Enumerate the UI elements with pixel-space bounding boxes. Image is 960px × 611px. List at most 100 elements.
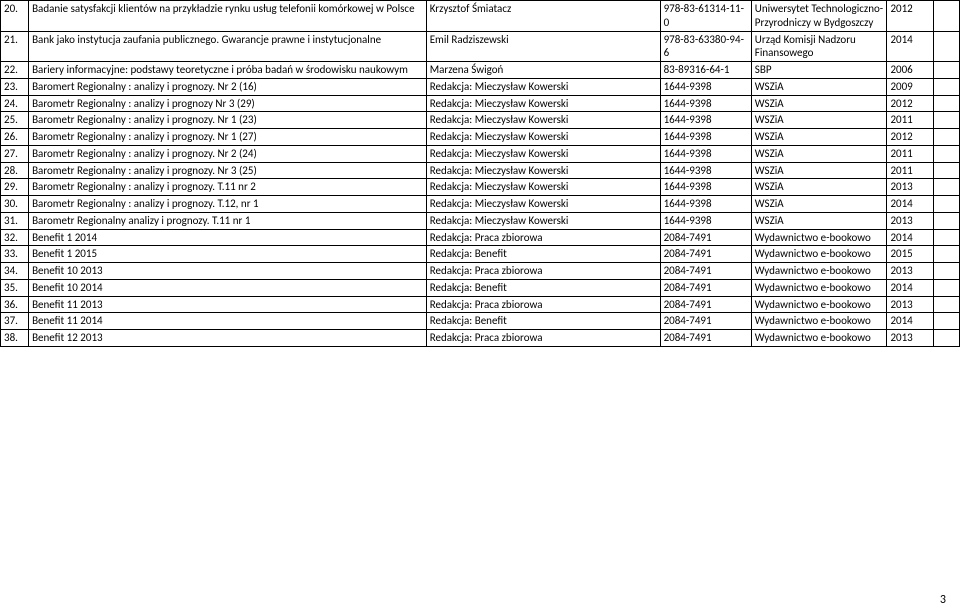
row-title: Baromert Regionalny : analizy i prognozy… bbox=[29, 78, 427, 95]
row-extra bbox=[934, 62, 960, 79]
row-extra bbox=[934, 263, 960, 280]
row-publisher: Wydawnictwo e-bookowo bbox=[751, 296, 887, 313]
table-row: 35.Benefit 10 2014Redakcja: Benefit2084-… bbox=[1, 279, 960, 296]
row-year: 2013 bbox=[887, 330, 934, 347]
row-extra bbox=[934, 296, 960, 313]
row-title: Barometr Regionalny : analizy i prognozy… bbox=[29, 129, 427, 146]
table-row: 27.Barometr Regionalny : analizy i progn… bbox=[1, 145, 960, 162]
row-isbn: 1644-9398 bbox=[660, 196, 751, 213]
row-isbn: 2084-7491 bbox=[660, 279, 751, 296]
row-publisher: WSZiA bbox=[751, 129, 887, 146]
row-extra bbox=[934, 1, 960, 32]
row-isbn: 2084-7491 bbox=[660, 330, 751, 347]
row-title: Benefit 11 2013 bbox=[29, 296, 427, 313]
row-author: Redakcja: Praca zbiorowa bbox=[426, 330, 660, 347]
row-year: 2014 bbox=[887, 313, 934, 330]
row-title: Barometr Regionalny : analizy i prognozy… bbox=[29, 112, 427, 129]
row-isbn: 1644-9398 bbox=[660, 179, 751, 196]
row-isbn: 1644-9398 bbox=[660, 145, 751, 162]
row-author: Redakcja: Benefit bbox=[426, 313, 660, 330]
row-author: Redakcja: Mieczysław Kowerski bbox=[426, 112, 660, 129]
table-row: 23.Baromert Regionalny : analizy i progn… bbox=[1, 78, 960, 95]
row-extra bbox=[934, 196, 960, 213]
row-publisher: Urząd Komisji Nadzoru Finansowego bbox=[751, 31, 887, 62]
row-number: 38. bbox=[1, 330, 29, 347]
row-number: 28. bbox=[1, 162, 29, 179]
row-author: Redakcja: Mieczysław Kowerski bbox=[426, 95, 660, 112]
table-row: 36.Benefit 11 2013Redakcja: Praca zbioro… bbox=[1, 296, 960, 313]
row-author: Emil Radziszewski bbox=[426, 31, 660, 62]
row-author: Redakcja: Mieczysław Kowerski bbox=[426, 196, 660, 213]
row-publisher: WSZiA bbox=[751, 112, 887, 129]
table-row: 30.Barometr Regionalny : analizy i progn… bbox=[1, 196, 960, 213]
row-year: 2012 bbox=[887, 1, 934, 32]
table-row: 24.Barometr Regionalny : analizy i progn… bbox=[1, 95, 960, 112]
row-year: 2013 bbox=[887, 179, 934, 196]
row-year: 2013 bbox=[887, 263, 934, 280]
row-year: 2014 bbox=[887, 279, 934, 296]
table-row: 34.Benefit 10 2013Redakcja: Praca zbioro… bbox=[1, 263, 960, 280]
row-author: Redakcja: Mieczysław Kowerski bbox=[426, 179, 660, 196]
row-year: 2013 bbox=[887, 296, 934, 313]
table-row: 28.Barometr Regionalny : analizy i progn… bbox=[1, 162, 960, 179]
row-publisher: Wydawnictwo e-bookowo bbox=[751, 229, 887, 246]
row-title: Barometr Regionalny : analizy i prognozy… bbox=[29, 196, 427, 213]
row-year: 2012 bbox=[887, 95, 934, 112]
row-author: Redakcja: Praca zbiorowa bbox=[426, 229, 660, 246]
row-author: Redakcja: Mieczysław Kowerski bbox=[426, 162, 660, 179]
row-number: 32. bbox=[1, 229, 29, 246]
row-title: Benefit 10 2013 bbox=[29, 263, 427, 280]
row-author: Redakcja: Benefit bbox=[426, 246, 660, 263]
row-isbn: 978-83-61314-11-0 bbox=[660, 1, 751, 32]
row-title: Barometr Regionalny analizy i prognozy. … bbox=[29, 212, 427, 229]
table-row: 31.Barometr Regionalny analizy i prognoz… bbox=[1, 212, 960, 229]
row-title: Barometr Regionalny : analizy i prognozy… bbox=[29, 179, 427, 196]
row-publisher: Wydawnictwo e-bookowo bbox=[751, 313, 887, 330]
row-number: 26. bbox=[1, 129, 29, 146]
row-isbn: 978-83-63380-94-6 bbox=[660, 31, 751, 62]
row-number: 37. bbox=[1, 313, 29, 330]
row-title: Benefit 1 2014 bbox=[29, 229, 427, 246]
row-extra bbox=[934, 31, 960, 62]
row-isbn: 2084-7491 bbox=[660, 296, 751, 313]
row-author: Redakcja: Praca zbiorowa bbox=[426, 263, 660, 280]
row-publisher: WSZiA bbox=[751, 145, 887, 162]
row-publisher: WSZiA bbox=[751, 212, 887, 229]
row-title: Bank jako instytucja zaufania publiczneg… bbox=[29, 31, 427, 62]
row-title: Barometr Regionalny : analizy i prognozy… bbox=[29, 162, 427, 179]
row-number: 34. bbox=[1, 263, 29, 280]
row-number: 36. bbox=[1, 296, 29, 313]
row-title: Bariery informacyjne: podstawy teoretycz… bbox=[29, 62, 427, 79]
row-number: 23. bbox=[1, 78, 29, 95]
row-year: 2014 bbox=[887, 229, 934, 246]
row-isbn: 1644-9398 bbox=[660, 112, 751, 129]
table-row: 38.Benefit 12 2013Redakcja: Praca zbioro… bbox=[1, 330, 960, 347]
table-row: 37.Benefit 11 2014Redakcja: Benefit2084-… bbox=[1, 313, 960, 330]
row-year: 2006 bbox=[887, 62, 934, 79]
row-author: Redakcja: Mieczysław Kowerski bbox=[426, 212, 660, 229]
document-table: 20.Badanie satysfakcji klientów na przyk… bbox=[0, 0, 960, 347]
row-publisher: WSZiA bbox=[751, 162, 887, 179]
row-year: 2011 bbox=[887, 112, 934, 129]
row-number: 25. bbox=[1, 112, 29, 129]
row-extra bbox=[934, 246, 960, 263]
row-publisher: SBP bbox=[751, 62, 887, 79]
row-publisher: WSZiA bbox=[751, 78, 887, 95]
row-isbn: 1644-9398 bbox=[660, 129, 751, 146]
row-extra bbox=[934, 313, 960, 330]
row-isbn: 1644-9398 bbox=[660, 212, 751, 229]
row-year: 2013 bbox=[887, 212, 934, 229]
row-publisher: Wydawnictwo e-bookowo bbox=[751, 246, 887, 263]
row-author: Redakcja: Mieczysław Kowerski bbox=[426, 145, 660, 162]
row-isbn: 1644-9398 bbox=[660, 78, 751, 95]
table-row: 26.Barometr Regionalny : analizy i progn… bbox=[1, 129, 960, 146]
page-number: 3 bbox=[940, 593, 946, 607]
row-number: 31. bbox=[1, 212, 29, 229]
row-number: 24. bbox=[1, 95, 29, 112]
row-number: 22. bbox=[1, 62, 29, 79]
table-row: 21.Bank jako instytucja zaufania publicz… bbox=[1, 31, 960, 62]
row-year: 2014 bbox=[887, 196, 934, 213]
row-publisher: Wydawnictwo e-bookowo bbox=[751, 263, 887, 280]
row-extra bbox=[934, 330, 960, 347]
row-title: Barometr Regionalny : analizy i prognozy… bbox=[29, 145, 427, 162]
